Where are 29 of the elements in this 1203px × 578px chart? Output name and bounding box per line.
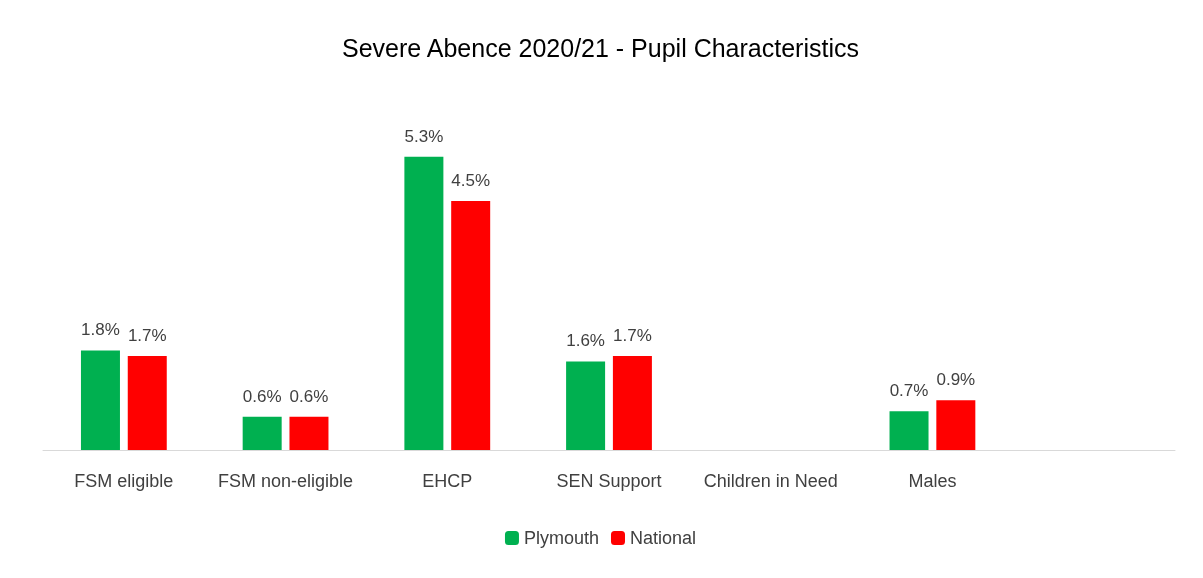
bar xyxy=(289,416,329,450)
bar xyxy=(127,355,167,450)
x-tick-label: FSM non-eligible xyxy=(218,471,354,491)
bar xyxy=(612,355,652,450)
data-label: 0.6% xyxy=(242,386,282,406)
x-tick-label: EHCP xyxy=(422,471,473,491)
x-tick-label: Children in Need xyxy=(703,471,838,491)
data-label: 1.7% xyxy=(127,325,167,345)
legend-label: Plymouth xyxy=(523,528,600,548)
bar xyxy=(936,400,976,450)
bar xyxy=(404,156,444,450)
data-label: 4.5% xyxy=(451,171,491,190)
bar xyxy=(242,416,282,450)
chart-title: Severe Abence 2020/21 - Pupil Characteristics xyxy=(342,33,859,62)
data-label: 1.7% xyxy=(613,325,652,345)
legend-label: National xyxy=(630,528,697,548)
bar xyxy=(566,361,606,450)
bar xyxy=(80,350,120,450)
data-label: 1.6% xyxy=(566,331,605,351)
x-tick-label: SEN Support xyxy=(556,471,662,491)
data-label: 0.9% xyxy=(936,370,976,390)
data-label: 1.8% xyxy=(81,320,120,340)
data-label: 0.7% xyxy=(889,381,929,401)
bar xyxy=(889,411,929,450)
data-label: 0.6% xyxy=(289,386,329,406)
bar xyxy=(451,201,491,450)
x-tick-label: Males xyxy=(908,471,957,491)
data-label: 5.3% xyxy=(404,126,444,146)
x-tick-label: FSM eligible xyxy=(74,471,174,491)
